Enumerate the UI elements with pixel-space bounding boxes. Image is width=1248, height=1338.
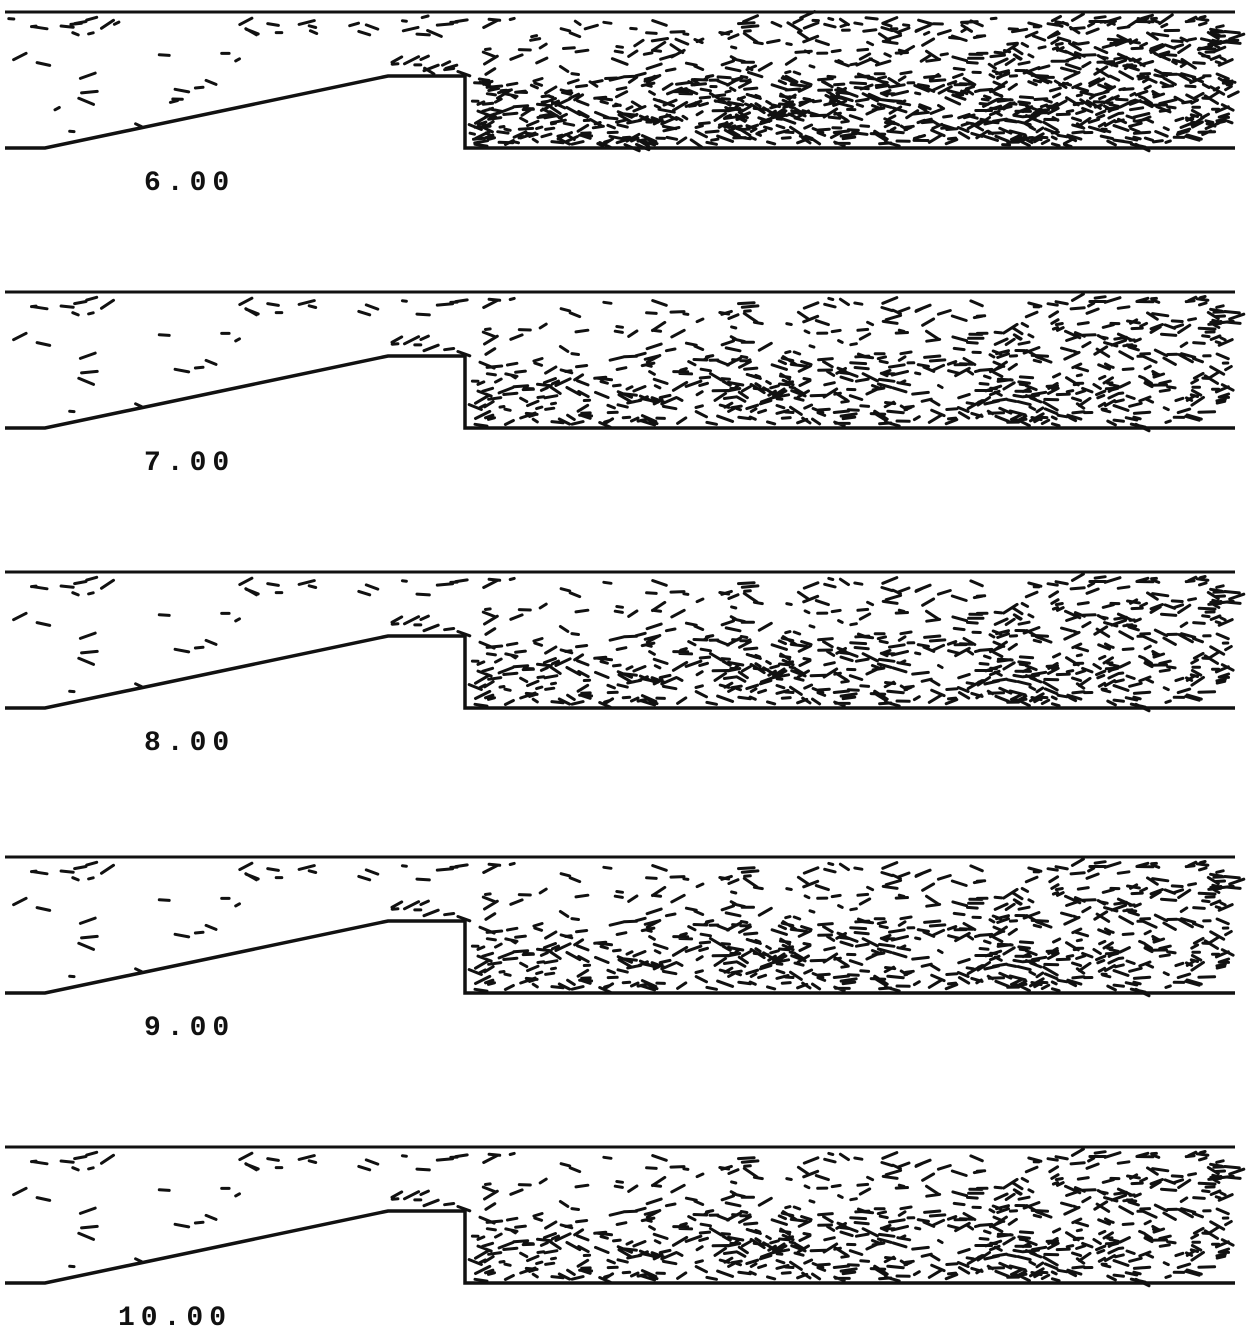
panel: 8.00 — [5, 570, 1246, 759]
particles — [12, 1147, 1246, 1288]
panel: 7.00 — [5, 290, 1246, 479]
bed-profile — [5, 1209, 1235, 1285]
bed-profile — [5, 74, 1235, 150]
bed-profile — [5, 919, 1235, 995]
bed-profile — [5, 354, 1235, 430]
time-label: 9.00 — [144, 1013, 235, 1044]
panel: 10.00 — [5, 1145, 1246, 1334]
particles — [12, 857, 1246, 998]
time-label: 7.00 — [144, 448, 235, 479]
particles — [12, 292, 1246, 433]
time-label: 6.00 — [144, 168, 235, 199]
time-label: 10.00 — [118, 1303, 232, 1334]
time-label: 8.00 — [144, 728, 235, 759]
bed-profile — [5, 634, 1235, 710]
particles — [7, 10, 1246, 153]
particles — [12, 572, 1246, 713]
panel: 9.00 — [5, 855, 1246, 1044]
panel: 6.00 — [5, 10, 1246, 199]
